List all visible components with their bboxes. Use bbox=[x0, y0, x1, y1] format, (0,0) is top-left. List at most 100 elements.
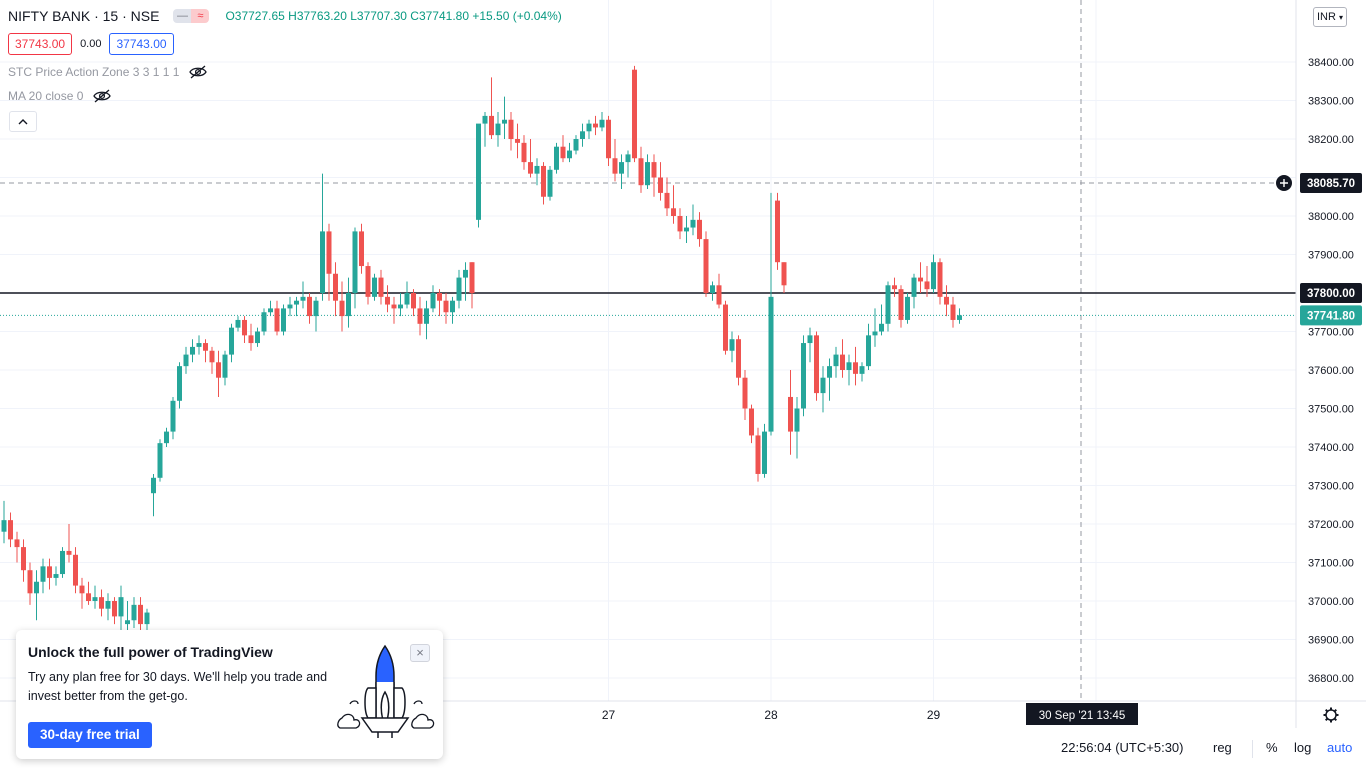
candle bbox=[1, 500, 7, 544]
candle bbox=[606, 115, 611, 166]
price-level-label: 37800.00 bbox=[1307, 288, 1355, 300]
free-trial-button[interactable]: 30-day free trial bbox=[28, 722, 152, 748]
candle-body bbox=[339, 300, 345, 317]
candle-body bbox=[612, 158, 618, 174]
candle-body bbox=[53, 574, 59, 578]
price-tick-label: 37900.00 bbox=[1308, 250, 1354, 262]
candle-body bbox=[21, 547, 26, 571]
candle bbox=[424, 300, 429, 340]
promo-body: Try any plan free for 30 days. We'll hel… bbox=[28, 670, 328, 703]
market-status-badges[interactable]: — ≈ bbox=[173, 9, 210, 23]
candle bbox=[846, 354, 852, 386]
collapse-legend-button[interactable] bbox=[9, 111, 37, 132]
candle-body bbox=[469, 262, 475, 293]
close-icon[interactable]: × bbox=[410, 644, 430, 662]
gear-tooth bbox=[1324, 717, 1329, 722]
candle-body bbox=[580, 131, 585, 139]
candle-body bbox=[703, 239, 709, 293]
eye-hidden-icon[interactable] bbox=[189, 65, 208, 79]
candle bbox=[47, 558, 52, 590]
candle bbox=[827, 358, 832, 401]
candle bbox=[807, 327, 813, 363]
candle bbox=[443, 293, 449, 324]
candle bbox=[742, 370, 748, 421]
candle bbox=[645, 154, 650, 190]
eye-hidden-icon[interactable] bbox=[93, 89, 112, 103]
currency-label: INR bbox=[1317, 11, 1336, 23]
candle bbox=[593, 115, 598, 136]
candle-body bbox=[294, 300, 299, 305]
candle bbox=[346, 277, 351, 328]
gear-tooth bbox=[1324, 708, 1329, 713]
candle bbox=[690, 204, 696, 236]
currency-selector[interactable]: INR ▾ bbox=[1313, 7, 1348, 27]
candle bbox=[482, 112, 488, 147]
candle bbox=[274, 300, 280, 336]
candle bbox=[508, 112, 514, 151]
candle bbox=[222, 350, 228, 386]
candle bbox=[905, 293, 910, 324]
symbol-title[interactable]: NIFTY BANK · 15 · NSE bbox=[8, 8, 160, 24]
candle-body bbox=[255, 331, 260, 344]
candle-body bbox=[495, 123, 501, 136]
candle bbox=[66, 524, 72, 563]
gear-icon[interactable] bbox=[1323, 707, 1339, 723]
candle-body bbox=[872, 331, 878, 336]
candle-body bbox=[60, 550, 65, 575]
candle-body bbox=[437, 293, 442, 301]
candle-body bbox=[489, 115, 494, 136]
candle-body bbox=[671, 208, 676, 216]
candle-body bbox=[599, 119, 605, 128]
candles bbox=[1, 65, 962, 640]
candle bbox=[866, 323, 871, 370]
candle-body bbox=[404, 293, 410, 305]
candle bbox=[632, 65, 637, 163]
candle-body bbox=[697, 219, 702, 240]
candle bbox=[755, 427, 761, 482]
candle-body bbox=[632, 69, 637, 159]
candle-body bbox=[170, 400, 176, 432]
candle bbox=[469, 262, 475, 309]
candle bbox=[450, 296, 455, 324]
indicator-ma[interactable]: MA 20 close 0 bbox=[8, 89, 112, 103]
time-tick-label: 28 bbox=[764, 708, 778, 722]
clock[interactable]: 22:56:04 (UTC+5:30) bbox=[1061, 740, 1184, 755]
wave-icon: ≈ bbox=[191, 9, 210, 23]
candle bbox=[190, 339, 195, 363]
indicator-stc[interactable]: STC Price Action Zone 3 3 1 1 1 bbox=[8, 65, 208, 79]
candle bbox=[235, 316, 241, 332]
auto-scale-toggle[interactable]: auto bbox=[1327, 740, 1353, 755]
candle bbox=[534, 158, 540, 186]
divider bbox=[1252, 740, 1253, 758]
candle-body bbox=[859, 366, 865, 374]
log-scale-toggle[interactable]: log bbox=[1294, 740, 1312, 755]
price-chart[interactable]: 36800.00 36900.00 37000.00 37100.00 37200.00… bbox=[0, 0, 1366, 728]
candle-body bbox=[242, 319, 247, 336]
candle-body bbox=[300, 296, 306, 301]
candle bbox=[73, 547, 78, 594]
candle-body bbox=[521, 142, 527, 163]
candle bbox=[157, 439, 163, 482]
candle bbox=[580, 123, 585, 147]
candle bbox=[365, 262, 371, 305]
candle-body bbox=[931, 262, 936, 290]
candle-body bbox=[807, 335, 813, 344]
candle bbox=[729, 331, 735, 363]
candle bbox=[391, 296, 397, 324]
sell-button[interactable]: 37743.00 bbox=[8, 33, 73, 55]
candle-body bbox=[359, 231, 364, 267]
price-level-box bbox=[1300, 305, 1362, 326]
candle-body bbox=[196, 343, 202, 347]
candle bbox=[853, 346, 858, 386]
percent-scale-toggle[interactable]: % bbox=[1266, 740, 1278, 755]
price-level-box bbox=[1300, 173, 1362, 194]
candle bbox=[339, 281, 345, 332]
candle bbox=[144, 608, 150, 632]
candle-body bbox=[502, 119, 507, 124]
chevron-down-icon: ▾ bbox=[1339, 13, 1344, 22]
candle bbox=[21, 539, 26, 582]
buy-button[interactable]: 37743.00 bbox=[109, 33, 174, 55]
regular-session-toggle[interactable]: reg bbox=[1213, 740, 1232, 755]
candle bbox=[255, 327, 260, 347]
candle bbox=[177, 362, 182, 409]
